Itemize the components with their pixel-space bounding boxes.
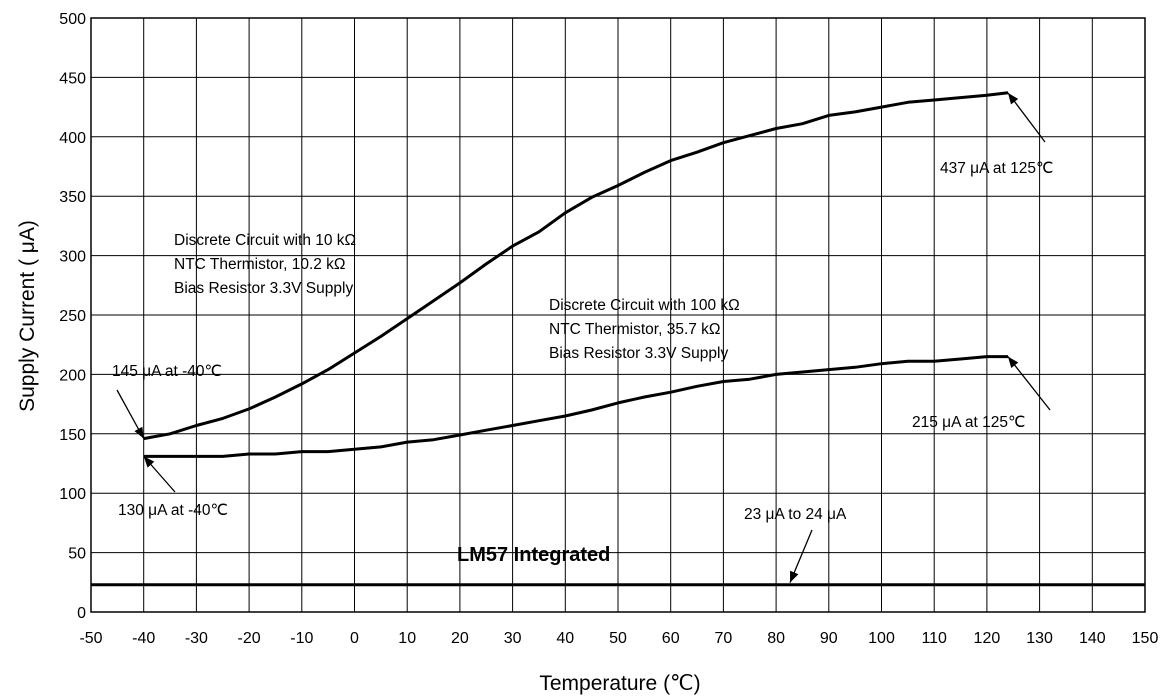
arrow-peak-top-head xyxy=(1007,92,1019,105)
annotation-lm57-range: 23 μA to 24 μA xyxy=(744,506,847,523)
y-tick-labels: 0 50 100 150 200 250 300 350 400 450 500 xyxy=(59,11,86,622)
curves xyxy=(91,91,1145,587)
annotation-arrows xyxy=(116,92,1051,583)
y-tick-label: 350 xyxy=(59,189,86,206)
plot-frame xyxy=(90,17,1146,613)
x-tick-label: 140 xyxy=(1079,630,1106,647)
y-tick-label: 400 xyxy=(59,130,86,147)
x-tick-label: 100 xyxy=(868,630,895,647)
x-tick-label: 80 xyxy=(767,630,785,647)
x-tick-label: 120 xyxy=(974,630,1001,647)
x-tick-label: -40 xyxy=(132,630,155,647)
y-tick-label: 200 xyxy=(59,367,86,384)
x-tick-label: 60 xyxy=(662,630,680,647)
x-tick-label: -30 xyxy=(185,630,208,647)
arrow-end-mid-head xyxy=(1007,356,1019,369)
x-tick-label: 50 xyxy=(609,630,627,647)
x-tick-label: 30 xyxy=(504,630,522,647)
x-tick-label: 20 xyxy=(451,630,469,647)
y-tick-label: 100 xyxy=(59,486,86,503)
y-tick-label: 500 xyxy=(59,11,86,28)
arrow-lm57-head xyxy=(790,570,799,583)
x-tick-label: 10 xyxy=(398,630,416,647)
x-tick-label: 90 xyxy=(820,630,838,647)
arrow-start-mid-head xyxy=(143,456,155,468)
y-tick-label: 250 xyxy=(59,308,86,325)
annotation-start-top: 145 μA at -40℃ xyxy=(112,363,222,380)
x-tick-label: 150 xyxy=(1132,630,1159,647)
y-tick-label: 300 xyxy=(59,249,86,266)
x-tick-label: 110 xyxy=(921,630,947,647)
y-axis-title: Supply Current ( μA) xyxy=(16,220,39,412)
x-tick-label: 40 xyxy=(556,630,574,647)
annotation-peak-top: 437 μA at 125℃ xyxy=(940,160,1053,177)
x-tick-label: -20 xyxy=(238,630,261,647)
annotation-mid-curve-line3: Bias Resistor 3.3V Supply xyxy=(549,345,728,362)
annotation-end-mid: 215 μA at 125℃ xyxy=(912,414,1025,431)
curve-10k-ntc xyxy=(143,91,1009,441)
x-tick-label: 130 xyxy=(1026,630,1053,647)
annotation-start-mid: 130 μA at -40℃ xyxy=(118,502,228,519)
y-tick-label: 450 xyxy=(59,70,86,87)
annotation-top-curve-line3: Bias Resistor 3.3V Supply xyxy=(174,280,353,297)
x-tick-label: 0 xyxy=(350,630,359,647)
annotation-lm57-label: LM57 Integrated xyxy=(457,544,610,566)
y-tick-label: 50 xyxy=(68,546,86,563)
x-tick-label: 70 xyxy=(715,630,733,647)
y-tick-label: 0 xyxy=(77,605,86,622)
x-tick-label: -10 xyxy=(290,630,313,647)
annotation-mid-curve-line2: NTC Thermistor, 35.7 kΩ xyxy=(549,321,721,338)
grid xyxy=(90,17,1146,613)
annotation-top-curve-line2: NTC Thermistor, 10.2 kΩ xyxy=(174,256,346,273)
arrow-end-mid xyxy=(1007,356,1051,411)
arrow-start-top-head xyxy=(134,426,144,439)
annotations: 437 μA at 125℃ Discrete Circuit with 10 … xyxy=(112,160,1053,566)
y-tick-label: 150 xyxy=(59,427,86,444)
x-tick-label: -50 xyxy=(79,630,102,647)
annotation-top-curve-line1: Discrete Circuit with 10 kΩ xyxy=(174,232,356,249)
x-axis-title: Temperature (℃) xyxy=(539,672,700,695)
annotation-mid-curve-line1: Discrete Circuit with 100 kΩ xyxy=(549,297,740,314)
x-tick-labels: -50 -40 -30 -20 -10 0 10 20 30 40 50 60 70 80 90 100 110… xyxy=(79,630,1158,647)
curve-100k-ntc xyxy=(143,355,1008,458)
